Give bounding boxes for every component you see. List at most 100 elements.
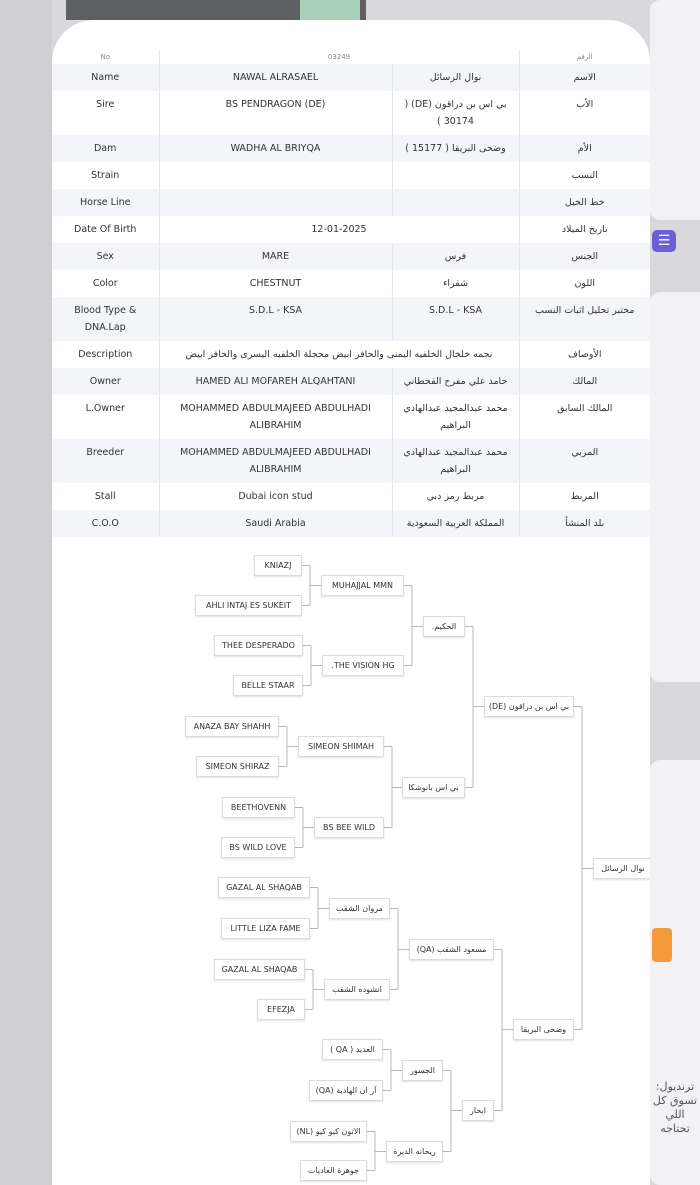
pedigree-g3[interactable]: الجسور [402, 1060, 443, 1081]
background-badge [652, 928, 672, 962]
background-app-strip [66, 0, 366, 20]
table-row: Owner HAMED ALI MOFAREH ALQAHTANI حامد علي… [52, 368, 650, 395]
table-row: Breeder MOHAMMED ABDULMAJEED ABDULHADI AL… [52, 439, 650, 483]
cell-label-ar: المربي [571, 447, 599, 458]
table-row: Strain النسب [52, 162, 650, 189]
background-app-title: ترنديول: تسوق كل اللي تحتاجه [652, 1080, 698, 1135]
table-row: Color CHESTNUT شقراء اللون [52, 270, 650, 297]
cell-label-ar: تاريخ الميلاد [561, 224, 608, 235]
pedigree-g4[interactable]: الاتون كيو كيو (NL) [290, 1121, 367, 1142]
cell-label-ar: النسب [571, 170, 598, 181]
cell-value-en: HAMED ALI MOFAREH ALQAHTANI [159, 368, 393, 395]
pedigree-g4[interactable]: BEETHOVENN [222, 797, 295, 818]
table-row: Sex MARE فرس الجنس [52, 243, 650, 270]
pedigree-sire-sire[interactable]: الحكيم. [423, 616, 465, 637]
pedigree-dam-sire[interactable]: مسعود الشقب (QA) [409, 939, 494, 960]
pedigree-g4[interactable]: THEE DESPERADO [214, 635, 303, 656]
cell-label-ar: الأب [576, 99, 594, 110]
pedigree-horse[interactable]: نوال الرسائل [593, 858, 650, 879]
background-app-card-right[interactable] [650, 292, 700, 682]
pedigree-g3[interactable]: ريحانه الديرة [386, 1141, 443, 1162]
table-row: Dam WADHA AL BRIYQA وضحى البريقا ( 15177 )… [52, 135, 650, 162]
cell-label-en: Owner [52, 368, 160, 395]
cell-value-en: Dubai icon stud [159, 483, 393, 510]
table-row: L.Owner MOHAMMED ABDULMAJEED ABDULHADI AL… [52, 395, 650, 439]
cell-value-ar [392, 189, 520, 216]
pedigree-g4[interactable]: جوهرة العاديات [300, 1160, 367, 1181]
cell-label-en: Stall [52, 483, 160, 510]
pedigree-g4[interactable]: BELLE STAAR [233, 675, 303, 696]
pedigree-g3[interactable]: انشوده الشقب [324, 979, 390, 1000]
cell-value-en: NAWAL ALRASAEL [159, 64, 393, 91]
pedigree-g4[interactable]: ANAZA BAY SHAHH [185, 716, 279, 737]
background-app-card-right[interactable] [650, 760, 700, 1185]
cell-label-en: No [52, 50, 160, 64]
cell-value-en: MARE [159, 243, 393, 270]
cell-value-ar: حامد علي مفرح القحطاني [392, 368, 520, 395]
pedigree-sire[interactable]: بي اس بن دراقون (DE) [484, 696, 574, 717]
cell-label-en: Date Of Birth [52, 216, 160, 243]
pedigree-g4[interactable]: LITTLE LIZA FAME [221, 918, 310, 939]
cell-value-en [159, 189, 393, 216]
cell-label-en: Blood Type & DNA.Lap [52, 297, 160, 341]
pedigree-g3[interactable]: SIMEON SHIMAH [298, 736, 384, 757]
pedigree-sire-dam[interactable]: بي اس بانوشكا [402, 777, 465, 798]
cell-label-ar: المالك السابق [557, 403, 613, 414]
cell-label-en: Dam [52, 135, 160, 162]
cell-label-en: Sex [52, 243, 160, 270]
cell-value-en: Saudi Arabia [159, 510, 393, 537]
table-row: Blood Type & DNA.Lap S.D.L - KSA S.D.L - K… [52, 297, 650, 341]
pedigree-g4[interactable]: SIMEON SHIRAZ [196, 756, 279, 777]
background-app-card [0, 0, 52, 1185]
background-app-strip-accent [300, 0, 360, 20]
cell-label-en: Sire [52, 91, 160, 135]
list-icon[interactable]: ☰ [652, 230, 676, 252]
table-row: No 03249 الرقم [52, 50, 650, 64]
table-row: Stall Dubai icon stud مربط رمز دبي المربط [52, 483, 650, 510]
pedigree-g3[interactable]: .THE VISION HG [322, 655, 404, 676]
cell-value-en: MOHAMMED ABDULMAJEED ABDULHADI ALIBRAHIM [159, 439, 393, 483]
pedigree-dam[interactable]: وضحى البريقا [513, 1019, 574, 1040]
cell-label-ar: الرقم [576, 53, 593, 61]
cell-value-ar: فرس [392, 243, 520, 270]
cell-label-en: Horse Line [52, 189, 160, 216]
cell-value-en [159, 162, 393, 189]
pedigree-g3[interactable]: MUHAJJAL MMN [321, 575, 404, 596]
horse-details-card[interactable]: No 03249 الرقم Name NAWAL ALRASAEL نوال الرسا… [52, 20, 650, 1185]
cell-label-ar: مختبر تحليل اثبات النسب [535, 305, 635, 316]
table-row: Sire BS PENDRAGON (DE) بي اس بن دراقون (DE… [52, 91, 650, 135]
cell-value-ar: S.D.L - KSA [392, 297, 520, 341]
cell-label-ar: الجنس [571, 251, 599, 262]
cell-value-en: MOHAMMED ABDULMAJEED ABDULHADI ALIBRAHIM [159, 395, 393, 439]
pedigree-tree: نوال الرسائل بي اس بن دراقون (DE) وضحى ا… [52, 20, 650, 1185]
pedigree-g4[interactable]: GAZAL AL SHAQAB [214, 959, 305, 980]
cell-label-en: Breeder [52, 439, 160, 483]
horse-info-table: No 03249 الرقم Name NAWAL ALRASAEL نوال الرسا… [52, 50, 650, 537]
pedigree-g4[interactable]: العديد ( QA ) [322, 1039, 383, 1060]
cell-value-en: WADHA AL BRIYQA [159, 135, 393, 162]
cell-label-en: Strain [52, 162, 160, 189]
background-app-card-right[interactable] [650, 0, 700, 220]
cell-value-en: 12-01-2025 [159, 216, 520, 243]
pedigree-g3[interactable]: مروان الشقب [329, 898, 390, 919]
pedigree-g4[interactable]: BS WILD LOVE [221, 837, 295, 858]
cell-value-ar: وضحى البريقا ( 15177 ) [392, 135, 520, 162]
pedigree-g4[interactable]: AHLI INTAJ ES SUKEIT [195, 595, 302, 616]
pedigree-g4[interactable]: آر ان الهادية (QA) [309, 1080, 383, 1101]
table-row: Horse Line خط الخيل [52, 189, 650, 216]
cell-value-ar: شقراء [392, 270, 520, 297]
pedigree-dam-dam[interactable]: ابحار [462, 1100, 494, 1121]
pedigree-g4[interactable]: GAZAL AL SHAQAB [218, 877, 310, 898]
table-row: Date Of Birth 12-01-2025 تاريخ الميلاد [52, 216, 650, 243]
pedigree-g4[interactable]: KNIAZJ [254, 555, 302, 576]
cell-value-ar: بي اس بن دراقون (DE) ( 30174 ) [392, 91, 520, 135]
cell-value-en: 03249 [159, 50, 520, 64]
table-row: Name NAWAL ALRASAEL نوال الرسائل الاسم [52, 64, 650, 91]
cell-label-ar: الأم [577, 143, 592, 154]
pedigree-g4[interactable]: EFEZJA [257, 999, 305, 1020]
cell-label-en: Color [52, 270, 160, 297]
cell-label-en: C.O.O [52, 510, 160, 537]
table-row: C.O.O Saudi Arabia المملكة العربية السعودي… [52, 510, 650, 537]
table-row: Description نجمه خلخال الخلفيه اليمنى وال… [52, 341, 650, 368]
pedigree-g3[interactable]: BS BEE WILD [314, 817, 384, 838]
